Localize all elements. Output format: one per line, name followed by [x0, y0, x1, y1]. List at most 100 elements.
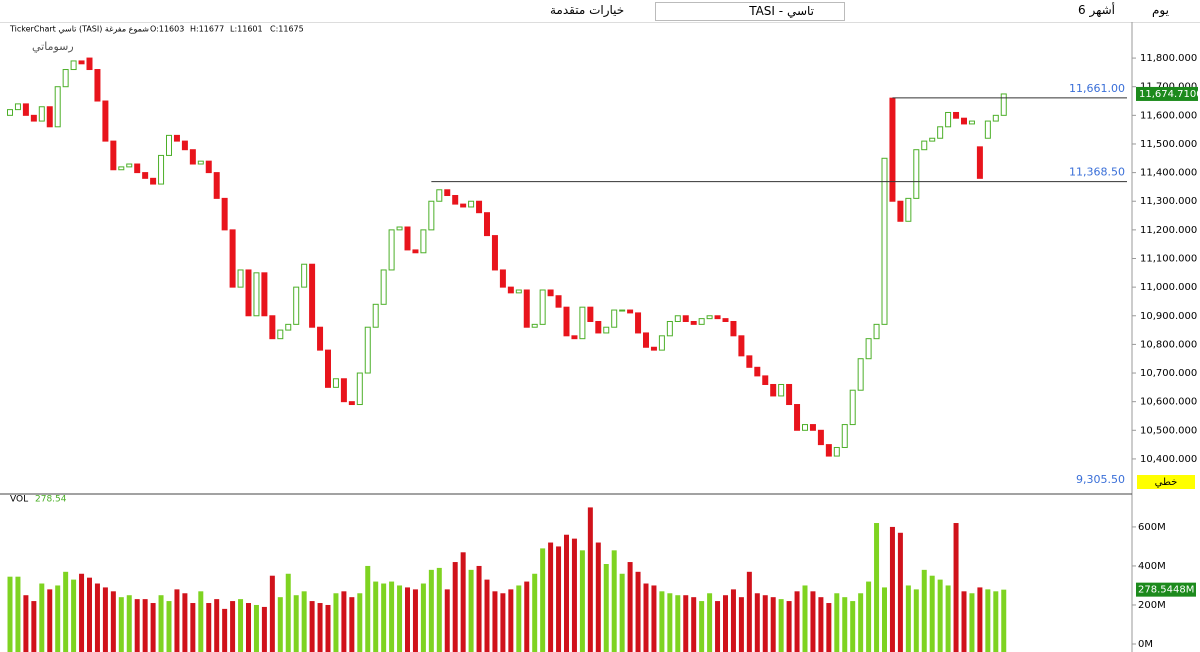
candle — [531, 323, 538, 328]
y-tick-label: 0M — [1138, 639, 1153, 650]
volume-bar — [110, 591, 116, 652]
candle — [126, 163, 133, 168]
candle — [253, 272, 260, 317]
range[interactable]: 6 أشهر — [1078, 3, 1115, 17]
candle — [658, 335, 665, 351]
volume-bar — [691, 597, 697, 652]
volume-bar — [842, 597, 848, 652]
volume-bar — [802, 585, 808, 652]
volume-bar — [794, 591, 800, 652]
candle — [794, 404, 801, 431]
volume-bar — [285, 573, 291, 652]
candle — [817, 429, 824, 446]
volume-bar — [158, 595, 164, 652]
volume-bar — [468, 569, 474, 652]
candle — [547, 289, 554, 297]
volume-bar — [23, 595, 29, 652]
candle — [78, 60, 85, 65]
volume-bar — [253, 604, 259, 652]
volume-bar — [365, 565, 371, 652]
candle — [22, 103, 29, 116]
candle — [881, 157, 888, 325]
volume-bar — [889, 526, 895, 652]
period[interactable]: يوم — [1152, 3, 1169, 17]
volume-bar — [762, 595, 768, 652]
candle — [762, 375, 769, 385]
candle — [611, 309, 618, 328]
volume-bar — [428, 569, 434, 652]
candle — [134, 163, 141, 174]
candle — [786, 383, 793, 406]
volume-bar — [611, 550, 617, 652]
volume-bar — [730, 589, 736, 652]
style-badge — [1137, 475, 1195, 489]
volume-bar — [182, 593, 188, 652]
candle — [404, 226, 411, 251]
candle — [825, 444, 832, 457]
candle — [706, 315, 713, 320]
volume-bar — [548, 542, 554, 652]
volume-bar — [1001, 589, 1007, 652]
candle — [7, 109, 13, 116]
volume-bar — [63, 571, 69, 652]
ohlc-label: L:11601 — [230, 25, 263, 34]
volume-bar — [309, 601, 315, 652]
volume-bar — [564, 534, 569, 652]
candle — [770, 383, 777, 397]
candle — [46, 106, 53, 128]
volume-bar — [222, 608, 228, 652]
volume-bar — [47, 589, 53, 652]
candle — [468, 200, 475, 208]
y-tick-label: 400M — [1138, 561, 1166, 572]
volume-bar — [412, 589, 418, 652]
candle — [142, 172, 149, 179]
volume-bar — [810, 591, 816, 652]
candle — [110, 140, 117, 171]
candle — [849, 389, 856, 426]
volume-bar — [373, 581, 379, 652]
volume-bar — [230, 601, 236, 652]
y-tick-label: 10,600.000 — [1140, 397, 1197, 408]
y-tick-label: 10,900.000 — [1140, 311, 1197, 322]
candle — [189, 149, 196, 165]
candle — [873, 323, 880, 340]
candle — [579, 306, 586, 340]
candle — [309, 263, 316, 328]
candle — [150, 177, 157, 185]
volume-bar — [882, 587, 887, 652]
chart-title: TickerChart تاسي (TASI) شموع مفرغة — [9, 25, 149, 34]
candle — [420, 229, 427, 254]
volume-bar — [31, 601, 37, 652]
candle — [746, 355, 753, 368]
volume-bar — [953, 523, 959, 652]
y-tick-label: 11,100.000 — [1140, 254, 1197, 265]
volume-bar — [929, 575, 935, 652]
candle — [515, 289, 522, 294]
drawings-button: رسوماتي — [32, 40, 74, 53]
last-volume-badge — [1136, 582, 1196, 597]
volume-bar — [389, 581, 395, 652]
volume-bar — [238, 599, 244, 652]
candle — [563, 306, 570, 337]
candle — [30, 114, 37, 122]
volume-bar — [651, 585, 657, 652]
candle — [317, 326, 324, 351]
y-tick-label: 200M — [1138, 600, 1166, 611]
candle — [245, 269, 252, 317]
symbol: TASI - تاسي — [749, 4, 814, 18]
volume-bar — [683, 595, 689, 652]
advanced-options[interactable]: خيارات متقدمة — [550, 3, 625, 17]
ohlc-label: H:11677 — [190, 25, 224, 34]
volume-bar — [969, 593, 975, 652]
volume-bar — [675, 595, 681, 652]
candle — [285, 323, 292, 331]
candle — [635, 312, 642, 334]
candle — [714, 315, 721, 320]
volume-bar — [381, 583, 387, 652]
y-tick-label: 11,000.000 — [1140, 282, 1197, 293]
volume-bar — [476, 565, 482, 652]
symbol-search[interactable]: TASI - تاسي — [655, 2, 845, 21]
volume-bar — [87, 577, 92, 652]
candle — [293, 286, 300, 325]
candle — [166, 134, 172, 156]
